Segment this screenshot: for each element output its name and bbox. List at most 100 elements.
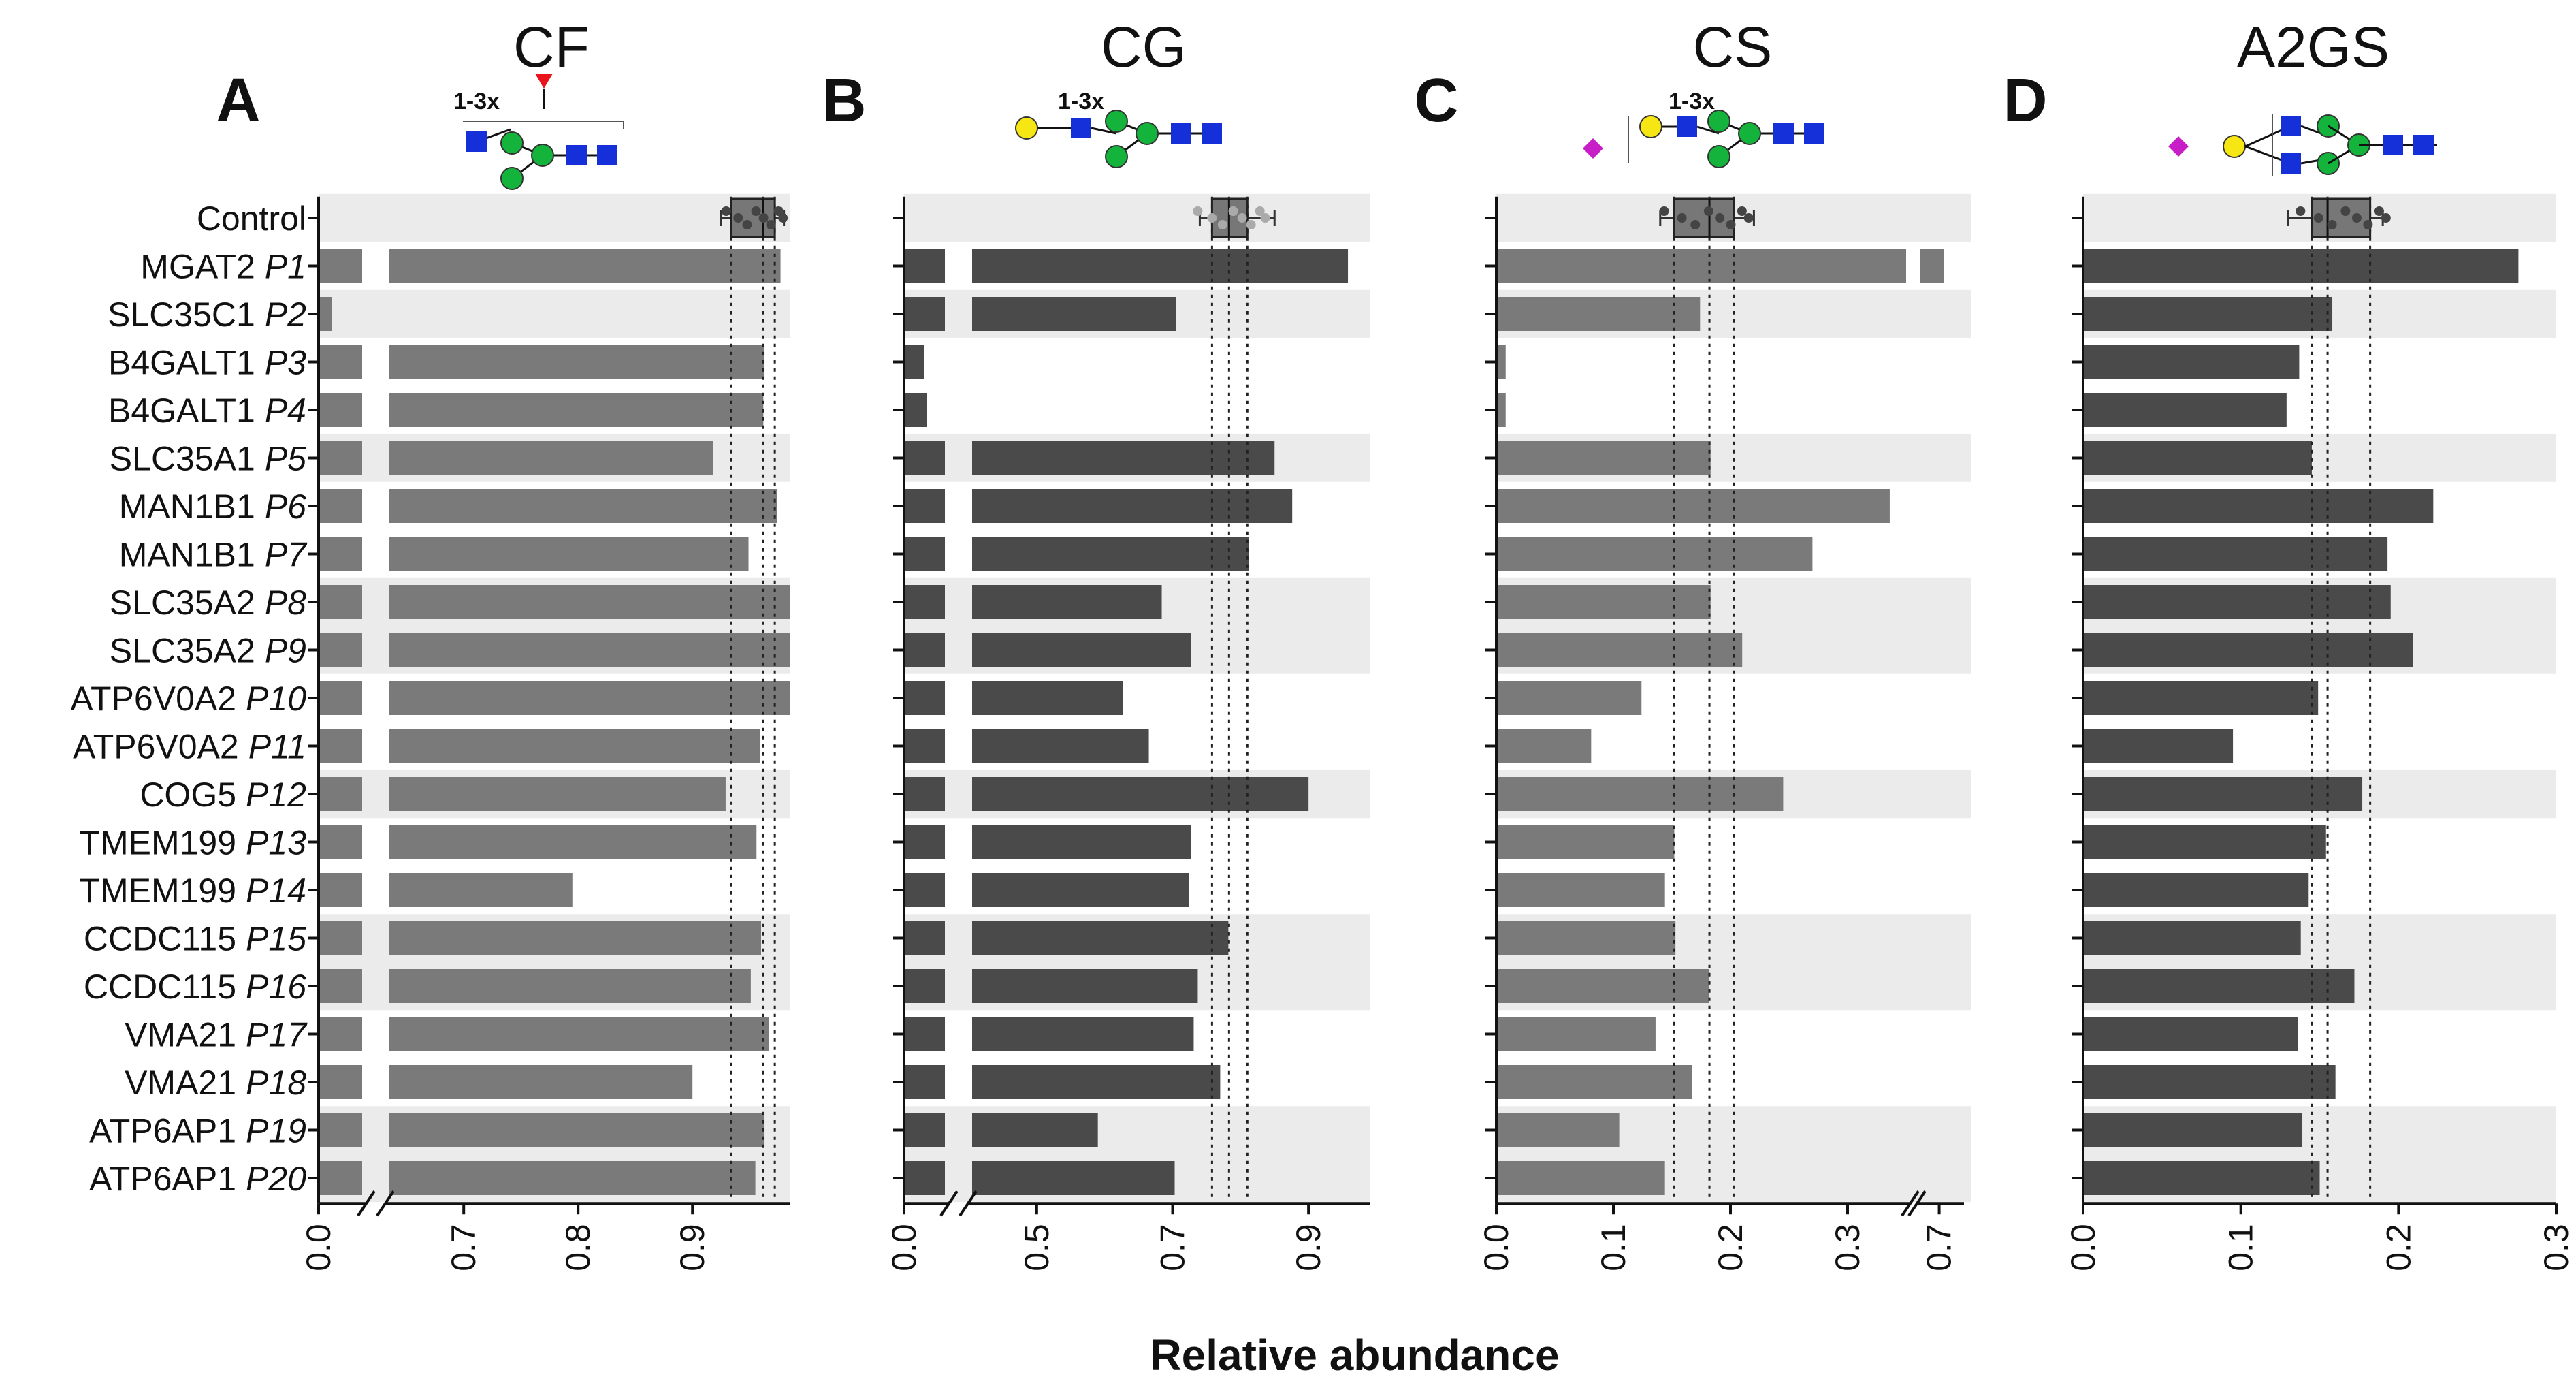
panel-a-bar-stub [319, 633, 362, 667]
panel-a-bar [389, 969, 751, 1003]
panel-a-bar [389, 1113, 765, 1147]
panel-a-control-point [751, 206, 761, 216]
sample-label: VMA21 P18 [125, 1064, 306, 1102]
panel-d-bar [2083, 537, 2388, 571]
panel-c-control-point [1715, 213, 1725, 223]
panel-b-bar-stub [904, 585, 945, 619]
panel-b-control-point [1246, 220, 1256, 229]
panel-a-control-point [766, 220, 776, 229]
sample-patient-id: P19 [246, 1112, 306, 1150]
panel-a-control-point [733, 213, 743, 223]
mannose-circle-icon [1707, 110, 1730, 133]
sample-label: VMA21 P17 [125, 1016, 308, 1054]
panel-c-bar [1496, 537, 1813, 571]
panel-b-axis-break [959, 1190, 978, 1217]
panel-a-bar [389, 441, 713, 475]
sample-gene-name: TMEM199 [79, 824, 236, 862]
panel-a-x-tick-label: 0.9 [673, 1224, 711, 1271]
panel-a-bar-stub [319, 1161, 362, 1195]
glycan-repeat-label-cf: 1-3x [453, 89, 500, 114]
panel-c-bar [1496, 777, 1784, 811]
panel-a-bar-stub [319, 921, 362, 955]
panel-b-control-point [1193, 206, 1203, 216]
sample-gene-name: MAN1B1 [119, 536, 255, 574]
panel-a-axis-break [376, 1190, 395, 1217]
row-band [319, 193, 790, 242]
sample-gene-name: VMA21 [125, 1064, 236, 1102]
panel-b-bar [972, 537, 1249, 571]
sample-gene-name: ATP6V0A2 [70, 680, 236, 718]
panel-d-bar [2083, 969, 2355, 1003]
panel-a-bar-stub [319, 393, 362, 427]
panel-d-x-tick-label: 0.2 [2379, 1224, 2417, 1271]
glcnac-square-icon [1773, 123, 1794, 144]
panel-b-bar [972, 489, 1293, 523]
sample-patient-id: P5 [265, 440, 306, 478]
panel-d-x-tick-label: 0.1 [2222, 1224, 2260, 1271]
x-axis-label: Relative abundance [1150, 1331, 1559, 1380]
sample-patient-id: P10 [246, 680, 306, 718]
panel-c-bar [1496, 825, 1675, 859]
panel-c-bar [1496, 681, 1642, 715]
panel-b-bar [972, 249, 1349, 283]
panel-c-control-point [1743, 213, 1754, 223]
mannose-circle-icon [1136, 122, 1159, 145]
sample-label: CCDC115 P15 [84, 920, 306, 958]
sample-gene-name: TMEM199 [79, 872, 236, 910]
panel-d-bar [2083, 825, 2326, 859]
mannose-circle-icon [500, 131, 524, 155]
panel-title-a2gs: A2GS [2237, 15, 2389, 79]
sample-patient-id: P13 [246, 824, 306, 862]
sample-label: MGAT2 P1 [140, 248, 306, 286]
sample-gene-name: SLC35A2 [110, 584, 255, 622]
glcnac-square-icon [1171, 123, 1191, 144]
glycan-repeat-label-cs: 1-3x [1669, 89, 1715, 114]
sample-patient-id: P20 [246, 1160, 306, 1198]
panel-a-bar [389, 1065, 693, 1099]
panel-d-bar [2083, 1065, 2336, 1099]
panel-b-bar-stub [904, 873, 945, 907]
sample-label: CCDC115 P16 [84, 968, 306, 1006]
sample-gene-name: B4GALT1 [108, 344, 255, 382]
panel-b-bar [972, 969, 1198, 1003]
sample-label-control: Control [197, 200, 306, 238]
panel-d-control-point [2374, 206, 2384, 216]
panel-a-bar-stub [319, 297, 332, 331]
panel-d-control-point [2313, 213, 2323, 223]
panel-a-bar-stub [319, 777, 362, 811]
glycan-structures [463, 74, 2437, 190]
mannose-circle-icon [1105, 145, 1128, 168]
sample-label: ATP6AP1 P19 [89, 1112, 306, 1150]
panel-b-control-point [1260, 213, 1270, 223]
panel-c-axis-break [1901, 1190, 1920, 1217]
sample-gene-name: VMA21 [125, 1016, 236, 1054]
panel-a-bar-stub [319, 345, 362, 379]
panel-d-control-point [2296, 206, 2306, 216]
panel-d-control-point [2363, 220, 2373, 229]
panel-b-control-point [1237, 213, 1247, 223]
fucose-triangle-icon [535, 74, 553, 89]
panel-a-bar [389, 585, 790, 619]
panel-b-bar-stub [904, 729, 945, 763]
panel-a-bar-stub [319, 249, 362, 283]
panel-letter-c: C [1415, 67, 1459, 135]
panel-d-control-point [2351, 213, 2362, 223]
panel-d-bar [2083, 729, 2234, 763]
panel-b-bar [972, 1113, 1098, 1147]
panel-b-bar [972, 921, 1229, 955]
glycan-bond [1091, 127, 1117, 135]
panel-b-bar-stub [904, 1017, 945, 1051]
panel-b-bar [972, 1161, 1175, 1195]
panel-b-bar-stub [904, 1113, 945, 1147]
sample-gene-name: MAN1B1 [119, 488, 255, 526]
panel-d-x-tick-label: 0.3 [2537, 1224, 2575, 1271]
sample-patient-id: P6 [265, 488, 306, 526]
panel-title-cg: CG [1101, 15, 1187, 79]
mannose-circle-icon [500, 167, 524, 190]
panel-a-x-tick-label: 0.7 [445, 1224, 483, 1271]
sample-gene-name: SLC35C1 [108, 296, 255, 334]
panel-title-cs: CS [1693, 15, 1773, 79]
sample-patient-id: P7 [265, 536, 308, 574]
panel-d-bar [2083, 873, 2309, 907]
